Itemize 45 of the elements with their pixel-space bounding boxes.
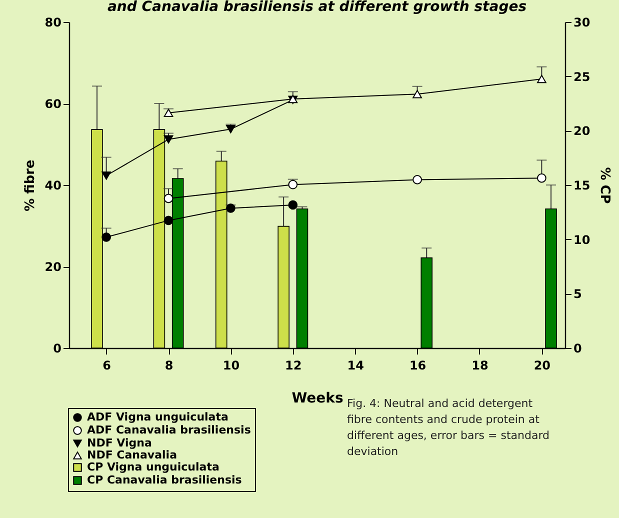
point [102,172,111,180]
legend-label: CP Canavalia brasiliensis [87,474,242,486]
y2-tick-label: 25 [574,70,590,84]
point [164,108,174,117]
y2-tick-label: 20 [574,124,590,138]
x-tick-label: 18 [472,358,488,372]
y2-tick-label: 5 [574,287,582,302]
y2-tick-label: 30 [574,16,590,30]
point [536,173,546,183]
x-tick-label: 14 [347,358,364,372]
y-tick-label: 0 [53,342,62,356]
x-tick-label: 10 [222,358,240,372]
y-tick-label: 80 [44,16,62,30]
legend-label: ADF Canavalia brasiliensis [87,424,252,436]
point [412,90,422,98]
point [164,135,174,144]
y-axis-title: % fibre [22,159,38,212]
y-tick-label: 20 [44,260,62,274]
y2-tick-label: 0 [574,342,582,356]
legend-label: NDF Canavalia [87,448,177,462]
point [164,216,174,226]
x-axis-title: Weeks [292,390,344,406]
y-tick-label: 60 [44,97,62,111]
point [536,74,546,84]
x-tick-label: 16 [409,358,426,372]
point [164,194,174,204]
legend-label: ADF Vigna unguiculata [87,410,228,424]
legend-label: NDF Vigna [87,436,152,450]
point [226,125,236,134]
point [288,180,298,190]
point [412,175,422,184]
y-tick-label: 40 [44,178,62,192]
y2-axis-title: % CP [597,167,612,204]
y2-tick-label: 15 [574,178,590,192]
point [288,200,298,210]
x-tick-label: 12 [285,358,302,372]
x-tick-label: 6 [102,358,111,372]
point [226,204,236,213]
chart-title: and Canavalia brasiliensis at different growth stages [107,0,527,15]
caption: Fig. 4: Neutral and acid detergent fibre contents and crude protein at different ages, error bars = standard deviation [347,397,550,458]
x-tick-label: 20 [534,358,551,372]
point [102,232,111,242]
y2-tick-label: 10 [574,232,590,247]
x-tick-label: 8 [164,358,174,372]
legend-label: CP Vigna unguiculata [87,460,220,474]
